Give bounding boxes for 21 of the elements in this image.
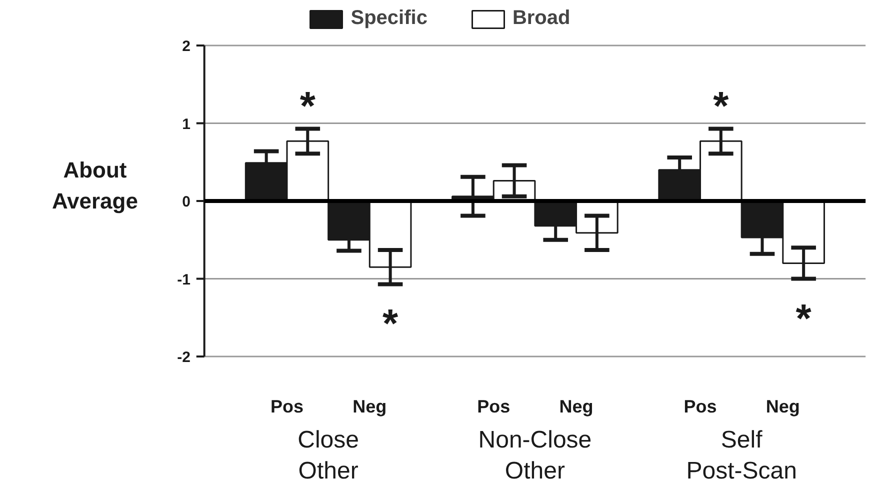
y-tick-label: 0 bbox=[182, 194, 190, 210]
x-tick-label: Pos bbox=[684, 396, 717, 416]
y-tick-label: 1 bbox=[182, 116, 190, 133]
text: Non-Close Other bbox=[478, 426, 592, 485]
y-tick-label: -2 bbox=[177, 349, 190, 366]
y-tick-label: -1 bbox=[177, 271, 190, 288]
annotation: * bbox=[382, 302, 399, 346]
annotation: * bbox=[796, 296, 812, 341]
x-tick-label: Pos bbox=[477, 396, 510, 416]
text: Close Other bbox=[298, 426, 359, 485]
legend-label: Specific bbox=[350, 7, 428, 30]
x-tick-label: Neg bbox=[559, 396, 594, 416]
y-axis-title: About Average bbox=[52, 157, 138, 214]
x-tick-label: Pos bbox=[270, 396, 304, 416]
annotation: * bbox=[713, 84, 730, 129]
annotation: * bbox=[300, 84, 316, 129]
x-tick-label: Neg bbox=[766, 396, 800, 416]
y-tick-label: 2 bbox=[182, 38, 190, 55]
text: Self Post-Scan bbox=[686, 426, 797, 485]
legend-label: Broad bbox=[512, 7, 570, 30]
x-tick-label: Neg bbox=[352, 396, 387, 416]
